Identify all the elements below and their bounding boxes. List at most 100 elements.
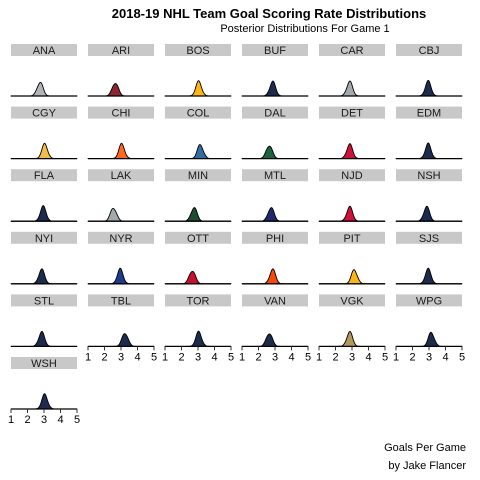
density-sjs <box>395 267 463 285</box>
density-van <box>241 333 309 347</box>
strip-label-wsh: WSH <box>31 358 57 370</box>
panel-wpg: WPG 1 2 3 4 5 <box>393 294 465 363</box>
panel-buf: BUF <box>241 44 309 97</box>
panel-fla: FLA <box>10 169 78 222</box>
strip-background <box>242 44 308 56</box>
strip-background <box>88 169 154 182</box>
strip-label-vgk: VGK <box>340 295 364 307</box>
x-tick-label: 2 <box>255 351 261 363</box>
density-col <box>164 144 232 160</box>
strip-label-cgy: CGY <box>32 108 57 120</box>
density-nyr <box>87 267 155 285</box>
strip-background <box>165 294 231 307</box>
panel-lak: LAK <box>87 169 155 222</box>
strip-background <box>11 231 77 244</box>
strip-background <box>242 231 308 244</box>
panel-nsh: NSH <box>395 169 463 222</box>
strip-label-ott: OTT <box>187 233 209 245</box>
density-cgy <box>10 142 78 160</box>
panel-dal: DAL <box>241 106 309 160</box>
x-tick-label: 5 <box>151 351 157 363</box>
x-tick-label: 5 <box>74 414 80 426</box>
strip-label-van: VAN <box>264 295 286 307</box>
panel-edm: EDM <box>395 106 463 160</box>
x-tick-label: 3 <box>195 351 201 363</box>
x-tick-label: 3 <box>41 414 47 426</box>
density-cbj <box>395 79 463 97</box>
strip-label-sjs: SJS <box>419 233 439 245</box>
strip-background <box>396 294 462 307</box>
x-tick-label: 2 <box>101 351 107 363</box>
strip-background <box>242 106 308 119</box>
panel-stl: STL <box>10 294 78 348</box>
density-nyi <box>10 268 78 285</box>
density-buf <box>241 80 309 97</box>
strip-background <box>88 44 154 56</box>
panel-tor: TOR 1 2 3 4 5 <box>162 294 234 363</box>
strip-background <box>88 231 154 244</box>
density-bos <box>164 80 232 97</box>
density-ana <box>10 81 78 97</box>
strip-label-ari: ARI <box>112 45 130 57</box>
strip-label-dal: DAL <box>264 108 285 120</box>
x-tick-label: 4 <box>134 351 140 363</box>
density-ari <box>87 83 155 97</box>
x-tick-label: 2 <box>178 351 184 363</box>
panel-det: DET <box>318 106 386 160</box>
panel-cgy: CGY <box>10 106 78 160</box>
strip-label-fla: FLA <box>34 170 55 182</box>
panel-vgk: VGK 1 2 3 4 5 <box>316 294 388 363</box>
strip-background <box>88 294 154 307</box>
strip-label-buf: BUF <box>264 45 286 57</box>
panel-min: MIN <box>164 169 232 222</box>
density-tor <box>164 330 232 347</box>
strip-label-chi: CHI <box>112 108 131 120</box>
strip-background <box>319 44 385 56</box>
x-tick-label: 1 <box>393 351 399 363</box>
x-tick-label: 3 <box>426 351 432 363</box>
chart-subtitle: Posterior Distributions For Game 1 <box>220 23 390 35</box>
density-min <box>164 207 232 222</box>
density-wpg <box>395 331 463 347</box>
panel-car: CAR <box>318 44 386 97</box>
density-phi <box>241 268 309 285</box>
panel-phi: PHI <box>241 231 309 285</box>
strip-label-det: DET <box>341 108 363 120</box>
strip-background <box>165 44 231 56</box>
strip-background <box>396 169 462 182</box>
chart-title: 2018-19 NHL Team Goal Scoring Rate Distr… <box>111 6 427 21</box>
density-det <box>318 143 386 160</box>
strip-background <box>165 106 231 119</box>
x-tick-label: 1 <box>85 351 91 363</box>
x-tick-label: 4 <box>442 351 448 363</box>
x-tick-label: 4 <box>57 414 63 426</box>
strip-label-tbl: TBL <box>111 295 131 307</box>
panel-ott: OTT <box>164 231 232 285</box>
strip-label-mtl: MTL <box>264 170 286 182</box>
density-ott <box>164 270 232 285</box>
panel-bos: BOS <box>164 44 232 97</box>
x-tick-label: 3 <box>118 351 124 363</box>
strip-label-col: COL <box>187 108 210 120</box>
strip-label-stl: STL <box>34 295 54 307</box>
x-tick-label: 3 <box>349 351 355 363</box>
strip-label-njd: NJD <box>341 170 362 182</box>
strip-label-nsh: NSH <box>417 170 440 182</box>
x-tick-label: 2 <box>24 414 30 426</box>
density-chi <box>87 142 155 160</box>
panel-tbl: TBL 1 2 3 4 5 <box>85 294 157 363</box>
x-tick-label: 2 <box>332 351 338 363</box>
panel-pit: PIT <box>318 231 386 285</box>
panel-nyi: NYI <box>10 231 78 285</box>
x-tick-label: 5 <box>305 351 311 363</box>
strip-label-min: MIN <box>188 170 208 182</box>
panel-chi: CHI <box>87 106 155 160</box>
strip-label-lak: LAK <box>111 170 132 182</box>
x-tick-label: 1 <box>8 414 14 426</box>
strip-background <box>242 294 308 307</box>
strip-background <box>11 294 77 307</box>
panel-cbj: CBJ <box>395 44 463 97</box>
density-lak <box>87 208 155 222</box>
panel-nyr: NYR <box>87 231 155 285</box>
strip-background <box>319 106 385 119</box>
